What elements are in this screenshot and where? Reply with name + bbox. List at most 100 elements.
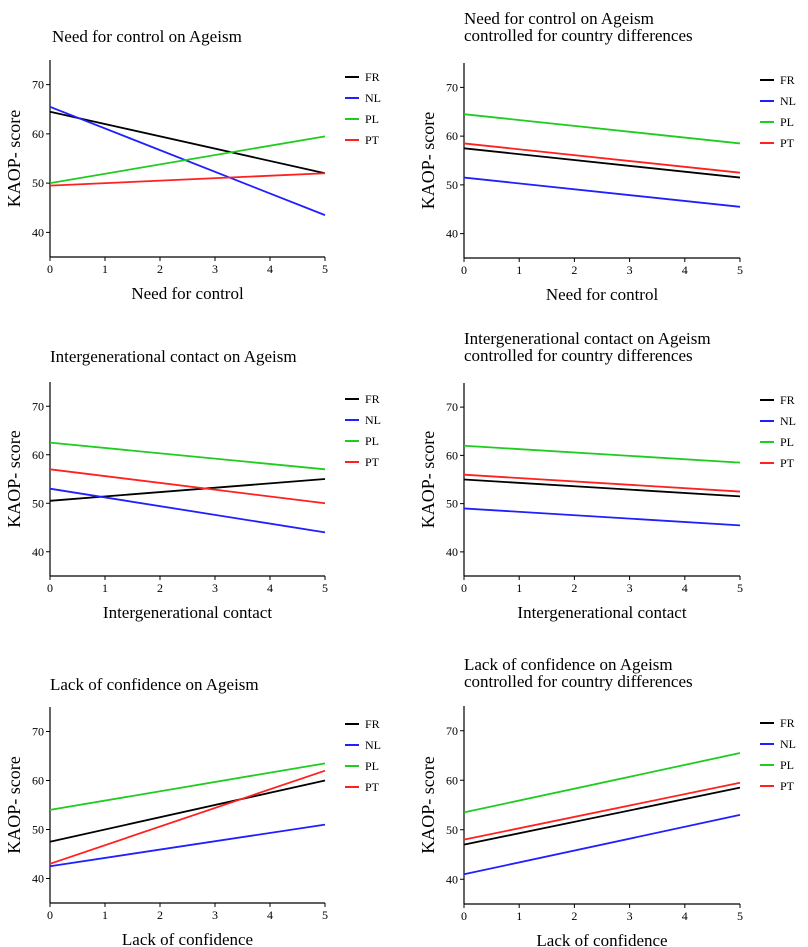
- x-tick-label: 0: [47, 581, 53, 595]
- legend-label-fr: FR: [780, 716, 795, 730]
- chart-title: Intergenerational contact on Ageism: [50, 347, 297, 366]
- x-tick-label: 4: [682, 581, 688, 595]
- x-tick-label: 4: [267, 262, 273, 276]
- chart-panel-3: Intergenerational contact on Ageism 4 0 50 6…: [4, 347, 381, 622]
- y-tick-label: 50: [32, 176, 44, 190]
- y-tick-label: 70: [32, 725, 44, 739]
- y-axis-label: KAOP- score: [418, 756, 438, 853]
- y-tick-label: 50: [446, 823, 458, 837]
- legend-label-pl: PL: [780, 758, 794, 772]
- legend-label-pt: PT: [365, 133, 380, 147]
- chart-title: Need for control on Ageism: [52, 27, 242, 46]
- x-tick-label: 2: [571, 581, 577, 595]
- chart-title: controlled for country differences: [464, 26, 693, 45]
- legend-label-nl: NL: [365, 91, 381, 105]
- x-tick-label: 1: [516, 581, 522, 595]
- x-tick-label: 3: [212, 262, 218, 276]
- x-tick-label: 5: [737, 263, 743, 277]
- legend-label-pt: PT: [780, 136, 795, 150]
- x-axis-label: Need for control: [131, 284, 244, 303]
- legend-label-pl: PL: [780, 435, 794, 449]
- legend-label-pl: PL: [365, 112, 379, 126]
- legend-label-fr: FR: [780, 73, 795, 87]
- x-tick-label: 2: [571, 909, 577, 923]
- chart-panel-4: Intergenerational contact on Ageismcontr…: [418, 329, 796, 622]
- x-tick-label: 3: [627, 909, 633, 923]
- series-line-pt: [49, 769, 326, 865]
- y-axis-label: KAOP- score: [4, 110, 24, 207]
- x-tick-label: 3: [212, 581, 218, 595]
- series-line-fr: [49, 779, 326, 843]
- x-tick-label: 5: [737, 909, 743, 923]
- y-tick-label: 50: [446, 178, 458, 192]
- series-line-fr: [49, 110, 326, 175]
- series-line-pt: [49, 468, 326, 505]
- x-tick-label: 3: [212, 908, 218, 922]
- legend-label-pt: PT: [780, 456, 795, 470]
- y-tick-label: 60: [446, 448, 458, 462]
- y-tick-label: 60: [446, 129, 458, 143]
- series-line-fr: [49, 478, 326, 502]
- legend-label-nl: NL: [780, 737, 796, 751]
- x-axis-label: Intergenerational contact: [103, 603, 272, 622]
- x-tick-label: 2: [571, 263, 577, 277]
- series-line-pl: [49, 135, 326, 185]
- series-line-pt: [463, 473, 741, 493]
- y-tick-label: 50: [32, 823, 44, 837]
- series-line-nl: [49, 487, 326, 534]
- x-tick-label: 0: [461, 909, 467, 923]
- series-line-pl: [463, 113, 741, 145]
- series-line-pt: [463, 142, 741, 174]
- chart-title: Need for control on Ageism: [464, 9, 654, 28]
- series-line-nl: [463, 176, 741, 208]
- chart-title: Lack of confidence on Ageism: [50, 675, 259, 694]
- legend-label-fr: FR: [365, 392, 380, 406]
- x-tick-label: 2: [157, 262, 163, 276]
- x-tick-label: 4: [267, 908, 273, 922]
- x-axis-label: Lack of confidence: [536, 931, 667, 947]
- y-tick-label: 50: [32, 496, 44, 510]
- y-axis-label: KAOP- score: [418, 112, 438, 209]
- x-tick-label: 5: [322, 908, 328, 922]
- series-line-pl: [463, 752, 741, 814]
- legend-label-pt: PT: [780, 779, 795, 793]
- legend-label-pt: PT: [365, 780, 380, 794]
- y-axis-label: KAOP- score: [4, 430, 24, 527]
- series-line-fr: [463, 147, 741, 179]
- legend-label-fr: FR: [365, 717, 380, 731]
- y-tick-label: 40: [446, 872, 458, 886]
- series-line-fr: [463, 478, 741, 498]
- series-line-nl: [463, 507, 741, 527]
- legend-label-pl: PL: [365, 759, 379, 773]
- chart-title: Intergenerational contact on Ageism: [464, 329, 711, 348]
- y-tick-label: 70: [32, 78, 44, 92]
- x-axis-label: Lack of confidence: [122, 930, 253, 947]
- legend-label-fr: FR: [780, 393, 795, 407]
- legend-label-nl: NL: [365, 738, 381, 752]
- y-tick-label: 70: [446, 80, 458, 94]
- series-line-pt: [463, 781, 741, 841]
- y-tick-label: 70: [446, 724, 458, 738]
- y-tick-label: 70: [446, 400, 458, 414]
- y-tick-label: 60: [446, 773, 458, 787]
- x-tick-label: 1: [102, 908, 108, 922]
- series-line-nl: [463, 814, 741, 876]
- x-tick-label: 1: [102, 262, 108, 276]
- x-tick-label: 4: [267, 581, 273, 595]
- x-axis-label: Need for control: [546, 285, 659, 304]
- chart-title: controlled for country differences: [464, 672, 693, 691]
- x-tick-label: 1: [102, 581, 108, 595]
- x-tick-label: 2: [157, 581, 163, 595]
- legend-label-nl: NL: [365, 413, 381, 427]
- y-tick-label: 60: [32, 448, 44, 462]
- series-line-pl: [49, 441, 326, 471]
- chart-panel-5: Lack of confidence on Ageism 40 50 60 70 0 1 2 3…: [4, 675, 381, 947]
- x-tick-label: 0: [461, 581, 467, 595]
- series-line-nl: [49, 823, 326, 868]
- legend-label-fr: FR: [365, 70, 380, 84]
- chart-title: Lack of confidence on Ageism: [464, 655, 673, 674]
- legend: FR NL PL PT: [345, 717, 381, 794]
- y-axis-label: KAOP- score: [4, 756, 24, 853]
